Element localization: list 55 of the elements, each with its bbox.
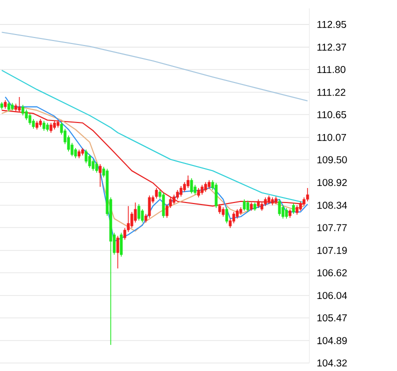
candlestick <box>98 164 102 188</box>
candlestick <box>200 184 204 196</box>
candlestick <box>116 235 120 269</box>
candlestick <box>225 206 228 224</box>
candlestick <box>292 202 295 214</box>
y-tick-label: 107.19 <box>317 246 347 254</box>
y-tick-label: 112.95 <box>317 20 346 28</box>
y-tick-label: 108.92 <box>317 178 347 186</box>
y-tick-label: 110.07 <box>317 134 346 141</box>
candlestick <box>7 102 10 112</box>
candlestick <box>306 188 309 202</box>
candlestick <box>155 188 158 200</box>
candlestick <box>204 182 208 192</box>
candlestick <box>148 195 151 218</box>
y-tick-label: 109.50 <box>317 156 347 164</box>
y-tick-label: 108.34 <box>317 202 347 209</box>
candlestick <box>95 162 98 174</box>
candlestick <box>190 178 193 194</box>
y-tick-label: 104.32 <box>317 359 347 367</box>
candlestick <box>278 198 281 216</box>
y-tick-label: 111.22 <box>317 88 346 96</box>
y-tick-label: 112.37 <box>317 44 346 51</box>
candlestick <box>28 113 32 126</box>
candlestick <box>172 194 176 204</box>
candlestick <box>186 175 190 188</box>
line-series <box>1 32 308 102</box>
candlestick <box>232 212 236 224</box>
candlestick <box>21 104 24 116</box>
line-series <box>1 70 305 204</box>
y-tick-label: 105.47 <box>317 314 347 322</box>
candlestick <box>246 200 250 212</box>
y-tick-label: 106.04 <box>317 292 347 300</box>
candlestick <box>92 158 95 172</box>
candlestick <box>137 204 140 221</box>
candlestick <box>50 122 52 134</box>
y-tick-label: 110.65 <box>317 111 346 118</box>
candlestick <box>285 208 288 220</box>
y-tick-label: 106.62 <box>317 269 347 276</box>
candlestick <box>162 192 165 218</box>
candlestick <box>236 208 239 220</box>
candlestick <box>180 186 182 198</box>
candlestick <box>120 232 123 258</box>
candlestick <box>242 198 246 212</box>
y-tick-label: 104.89 <box>317 337 347 344</box>
candlestick <box>222 206 225 218</box>
y-tick-label: 107.77 <box>317 224 347 232</box>
candlestick <box>214 182 218 208</box>
candlestick <box>176 190 179 200</box>
y-tick-label: 111.80 <box>317 66 346 74</box>
candlestick <box>84 149 88 164</box>
candlestick <box>42 120 46 132</box>
line-series <box>1 106 305 232</box>
candlestick <box>140 208 144 223</box>
candlestick <box>24 109 28 121</box>
candlestick <box>197 188 200 198</box>
